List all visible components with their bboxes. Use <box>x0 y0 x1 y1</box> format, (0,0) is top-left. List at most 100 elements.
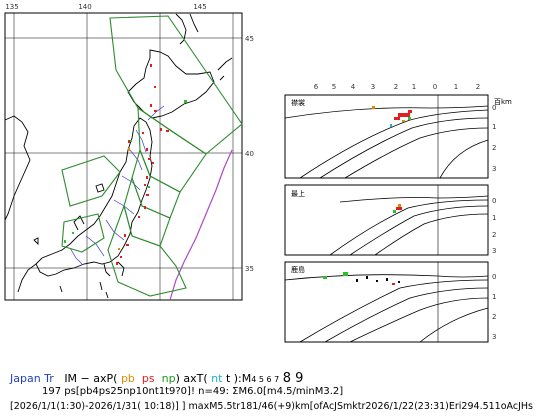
legend-nt: nt <box>211 372 223 385</box>
section-label-kashima: 鹿島 <box>291 265 305 274</box>
depth-ticks: 0 1 2 3 <box>492 104 496 173</box>
quake-marker <box>72 232 74 234</box>
svg-text:0: 0 <box>492 273 496 281</box>
lon-tick-135: 135 <box>5 3 18 11</box>
section-panel-2: 最上 0 1 2 3 <box>284 184 496 256</box>
quake-marker <box>126 244 129 246</box>
coastlines <box>4 13 233 299</box>
quake-marker <box>148 158 151 160</box>
section-frame <box>284 184 489 256</box>
section-x-tick: 1 <box>454 83 458 91</box>
map-graticule <box>5 13 242 300</box>
quake-marker <box>398 281 400 283</box>
legend-mag-prefix: t ):M <box>225 372 252 385</box>
quake-marker <box>128 140 130 143</box>
quake-marker <box>184 100 187 103</box>
quake-marker <box>148 186 150 188</box>
section-x-tick: 2 <box>394 83 398 91</box>
quake-marker <box>372 106 375 109</box>
section-x-tick: 0 <box>433 83 437 91</box>
svg-text:0: 0 <box>492 197 496 205</box>
quake-marker <box>323 276 327 279</box>
legend-np: np <box>161 372 176 385</box>
quake-marker <box>150 104 152 107</box>
quake-marker <box>396 207 402 210</box>
section-x-tick: 4 <box>351 83 356 91</box>
quake-marker <box>392 283 395 285</box>
depth-ticks: 0 1 2 3 <box>492 197 496 255</box>
quake-marker <box>152 162 154 164</box>
quake-marker <box>128 148 130 151</box>
section-unit-label: 百km <box>494 98 512 106</box>
map-frame <box>4 12 243 301</box>
lat-tick-40: 40 <box>245 150 254 158</box>
svg-text:3: 3 <box>492 247 496 255</box>
quake-marker <box>64 240 66 243</box>
source-zones <box>61 15 243 297</box>
svg-text:3: 3 <box>492 333 496 341</box>
epicenters <box>64 64 187 265</box>
slab-contours <box>284 105 489 179</box>
section-label-mogami: 最上 <box>291 189 305 198</box>
lon-tick-140: 140 <box>78 3 91 11</box>
quake-marker <box>146 148 148 151</box>
section-label-erimo: 襟裳 <box>291 98 305 107</box>
lat-tick-35: 35 <box>245 265 254 273</box>
quake-marker <box>394 117 400 120</box>
quake-marker <box>343 272 348 276</box>
quake-marker <box>120 256 122 258</box>
quake-marker <box>144 206 146 209</box>
section-quakes <box>323 272 400 285</box>
cross-sections: 6 5 4 3 2 1 0 1 2 百km 襟裳 0 1 2 3 <box>284 83 512 343</box>
trench-axis <box>169 149 233 301</box>
region-name: Japan Tr <box>10 372 54 385</box>
quake-marker <box>116 262 118 265</box>
quake-marker <box>402 120 405 122</box>
quake-marker <box>130 140 132 142</box>
quake-marker <box>408 110 412 113</box>
quake-marker <box>142 132 144 134</box>
caption-line-2: 197 ps[pb4ps25np10nt1t9?0]! n=49: ΣM6.0[… <box>42 386 344 397</box>
section-x-tick: 2 <box>476 83 480 91</box>
quake-marker <box>154 110 157 112</box>
caption-line-3: [2026/1/1(1:30)-2026/1/31( 10:18)] ] max… <box>10 401 533 412</box>
slab-contours <box>329 195 489 256</box>
quake-marker <box>146 194 149 196</box>
lon-tick-145: 145 <box>193 3 206 11</box>
svg-text:1: 1 <box>492 214 496 222</box>
quake-marker <box>146 176 148 179</box>
section-quakes <box>393 204 402 213</box>
quake-marker <box>390 124 392 127</box>
section-x-tick: 1 <box>412 83 416 91</box>
section-frame <box>284 261 489 343</box>
svg-text:2: 2 <box>492 231 496 239</box>
section-x-tick: 3 <box>371 83 375 91</box>
slab-contours <box>284 274 489 343</box>
svg-text:1: 1 <box>492 293 496 301</box>
quake-marker <box>398 113 410 117</box>
caption-line-1: Japan Tr IM − axP( pb ps np) axT( nt t )… <box>10 371 303 386</box>
svg-text:3: 3 <box>492 165 496 173</box>
svg-text:0: 0 <box>492 104 496 112</box>
legend-ps: ps <box>141 372 155 385</box>
section-quakes <box>372 106 412 127</box>
quake-marker <box>138 216 140 218</box>
quake-marker <box>376 280 378 282</box>
quake-marker <box>160 128 162 131</box>
quake-marker <box>398 204 401 207</box>
svg-text:2: 2 <box>492 144 496 152</box>
legend-pb: pb <box>120 372 135 385</box>
quake-marker <box>166 130 169 132</box>
section-x-tick: 5 <box>332 83 336 91</box>
quake-marker <box>408 117 411 120</box>
quake-marker <box>144 184 146 186</box>
quake-marker <box>386 278 388 281</box>
quake-marker <box>124 234 126 237</box>
section-frame <box>284 94 489 179</box>
section-panel-1: 襟裳 0 1 2 3 <box>284 94 496 179</box>
legend-mags-large: 8 9 <box>282 371 304 386</box>
section-panel-3: 鹿島 0 1 2 3 <box>284 261 496 343</box>
section-x-tick: 6 <box>314 83 319 91</box>
quake-marker <box>150 64 152 67</box>
